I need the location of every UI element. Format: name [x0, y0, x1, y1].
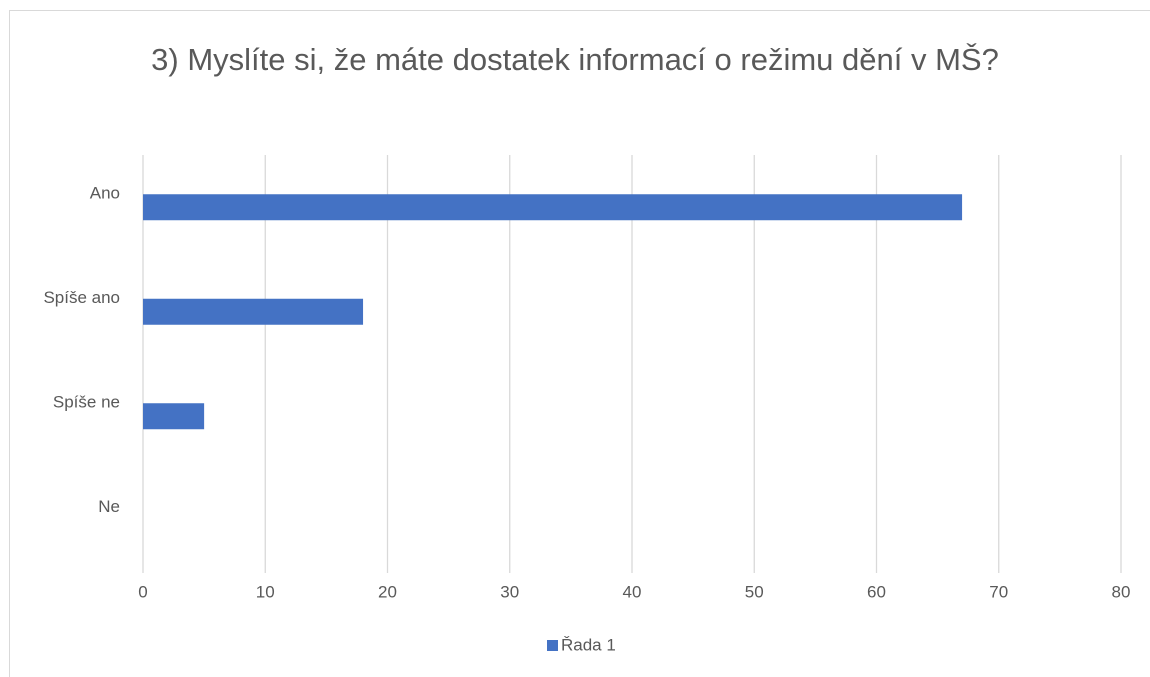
- x-tick-label: 50: [745, 582, 764, 601]
- chart-title: 3) Myslíte si, že máte dostatek informac…: [151, 42, 999, 77]
- x-tick-label: 70: [989, 582, 1008, 601]
- x-tick-label: 20: [378, 582, 397, 601]
- x-tick-label: 60: [867, 582, 886, 601]
- bar: [143, 194, 963, 221]
- chart-border: [9, 10, 1150, 677]
- y-tick-label: Ne: [98, 497, 120, 516]
- x-tick-label: 10: [256, 582, 275, 601]
- x-tick-label: 40: [623, 582, 642, 601]
- bar: [143, 403, 205, 430]
- y-tick-label: Spíše ne: [53, 393, 120, 412]
- legend-label: Řada 1: [561, 635, 616, 654]
- bar: [143, 298, 364, 325]
- x-tick-label: 0: [138, 582, 147, 601]
- y-tick-label: Spíše ano: [43, 288, 120, 307]
- x-tick-label: 30: [500, 582, 519, 601]
- x-tick-label: 80: [1112, 582, 1131, 601]
- y-tick-label: Ano: [90, 184, 120, 203]
- legend-swatch: [547, 640, 558, 651]
